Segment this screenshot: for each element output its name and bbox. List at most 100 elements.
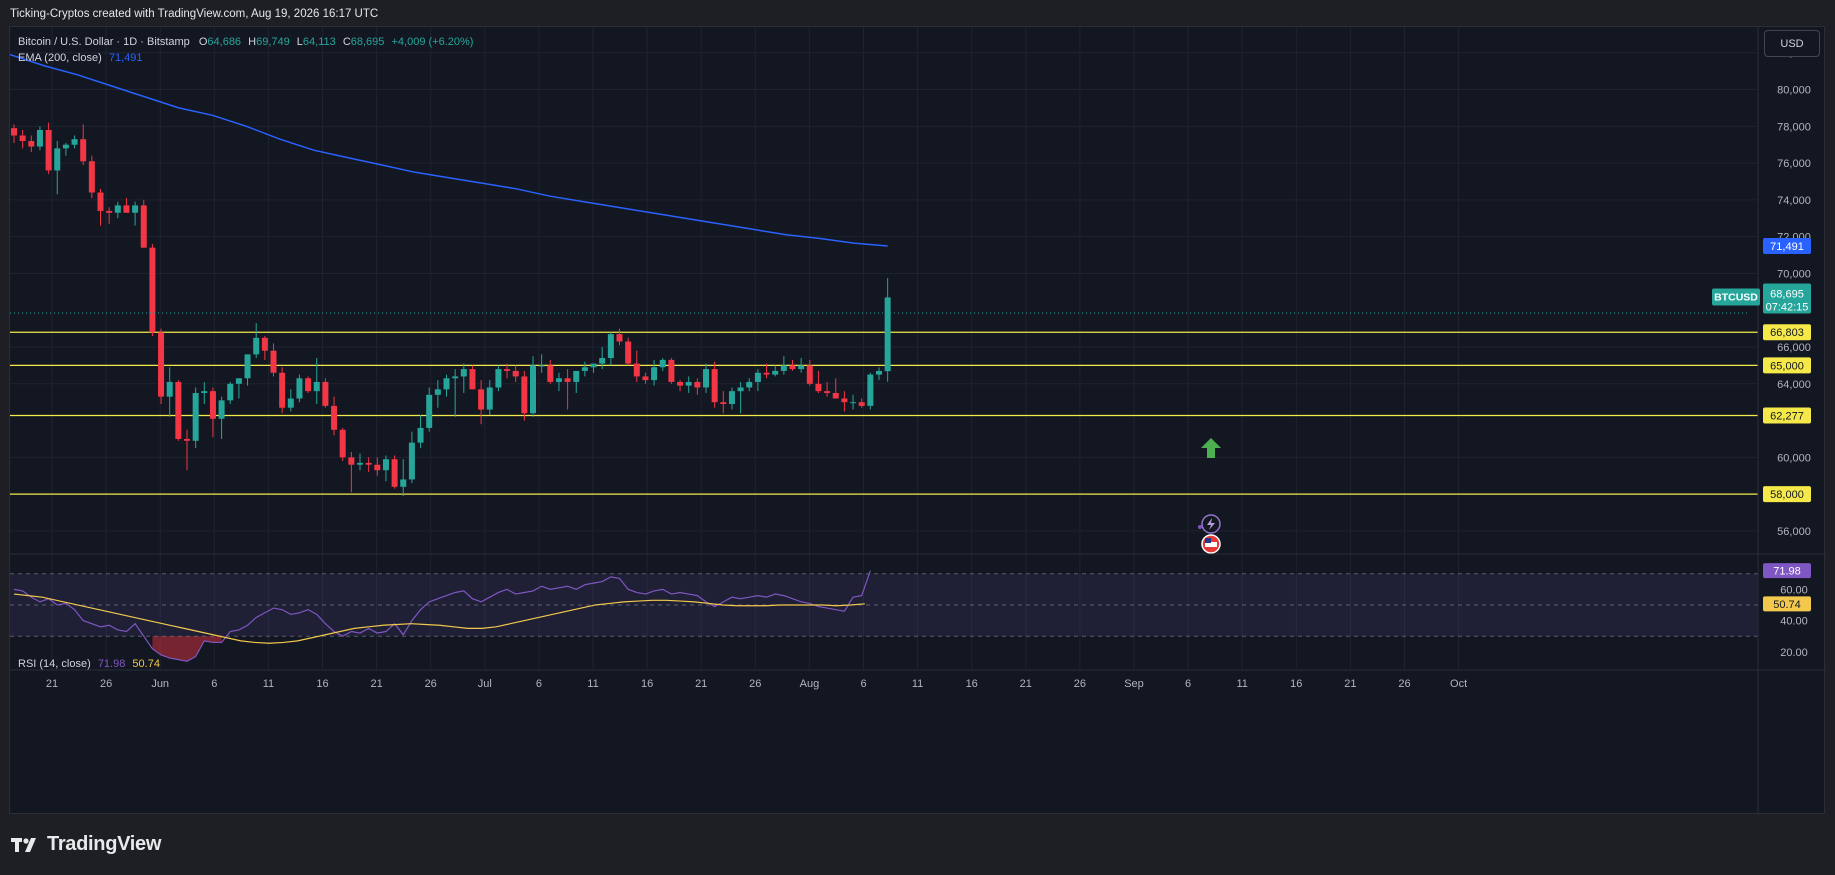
candle <box>36 126 43 151</box>
candle-body <box>28 141 35 147</box>
candle-body <box>789 365 796 370</box>
level-badge-bg <box>1763 486 1811 503</box>
candle-body <box>227 383 234 401</box>
high-value: 69,749 <box>256 36 290 48</box>
level-badge-bg <box>1763 324 1811 341</box>
close-label: C <box>342 36 351 48</box>
level-badge: 66,803 <box>1770 327 1804 339</box>
candle <box>711 361 718 408</box>
candle-body <box>365 462 372 465</box>
symbol-legend[interactable]: Bitcoin / U.S. Dollar · 1D · Bitstamp O6… <box>18 36 473 48</box>
ema-price-badge-bg <box>1763 238 1811 255</box>
candle <box>625 337 632 366</box>
candle <box>235 378 242 399</box>
currency-button[interactable]: USD <box>1764 30 1820 57</box>
candle <box>331 396 338 436</box>
last-price-badge-bg <box>1763 283 1811 314</box>
rsi-oversold-fill <box>152 636 222 662</box>
candle-body <box>590 363 597 368</box>
candle <box>633 350 640 382</box>
time-axis[interactable]: 21 26 Jun 6 11 16 21 26 Jul 6 11 16 21 26 Aug 6 11 16 21 26… <box>46 678 1467 690</box>
candle <box>555 372 562 392</box>
candle <box>850 394 857 410</box>
candle-body <box>19 135 26 142</box>
price-tick-label: 66,000 <box>1777 342 1811 354</box>
time-tick-label: 21 <box>695 678 707 690</box>
candle-body <box>201 391 208 393</box>
price-tick-label: 56,000 <box>1777 526 1811 538</box>
candle-body <box>659 359 666 368</box>
candle-body <box>45 129 52 171</box>
candle <box>806 359 813 386</box>
axis-badges: 71,491 66,803 65,000 62,277 58,000 68,69507:4… <box>1712 238 1811 612</box>
candle-body <box>132 205 139 213</box>
candle-body <box>80 139 87 162</box>
candle <box>426 387 433 432</box>
candle <box>11 124 17 143</box>
ema-price-badge: 71,491 <box>1770 241 1804 253</box>
rsi-tick-label: 20.00 <box>1780 647 1808 659</box>
candle-body <box>88 161 95 193</box>
candle <box>270 343 277 377</box>
candle-body <box>625 341 632 364</box>
tradingview-logo[interactable]: TradingView <box>11 833 161 856</box>
candle <box>279 367 286 414</box>
rsi-ma-line <box>13 593 865 644</box>
candle-body <box>71 139 78 145</box>
price-tick-label: 80,000 <box>1777 85 1811 97</box>
close-value: 68,695 <box>350 36 385 48</box>
candle-body <box>607 334 614 359</box>
chart-canvas[interactable]: 82,00080,00078,00076,00074,00072,00070,0… <box>10 27 1826 815</box>
candle-body <box>884 297 891 372</box>
time-tick-label: Jun <box>151 678 169 690</box>
candle-body <box>486 387 493 410</box>
candle <box>530 356 536 417</box>
rsi-label: RSI (14, close) <box>18 658 91 670</box>
candle <box>365 457 372 473</box>
candlesticks[interactable] <box>11 122 891 496</box>
level-badge-bg <box>1763 407 1811 424</box>
countdown-badge: 07:42:15 <box>1766 301 1809 313</box>
time-tick-label: Sep <box>1124 678 1144 690</box>
candle-body <box>564 378 571 382</box>
rsi-tick-label: 60.00 <box>1780 584 1808 596</box>
candle-body <box>530 365 536 414</box>
candle <box>478 380 485 425</box>
level-badge-bg <box>1763 357 1811 374</box>
candle-body <box>331 405 338 430</box>
candle <box>573 370 580 393</box>
rsi-axis[interactable]: 60.00 40.00 20.00 <box>1780 584 1808 658</box>
candle-body <box>408 442 415 480</box>
ema-legend[interactable]: EMA (200, close) 71,491 <box>18 52 142 64</box>
rsi-value: 71.98 <box>97 658 126 670</box>
candle-body <box>668 359 675 382</box>
candle-body <box>633 363 640 377</box>
candle <box>339 427 346 462</box>
price-tick-label: 78,000 <box>1777 121 1811 133</box>
candle-body <box>348 457 355 465</box>
price-tick-label: 64,000 <box>1777 379 1811 391</box>
rsi-line <box>13 570 871 662</box>
candle <box>253 323 260 359</box>
us-flag-event-icon[interactable] <box>1201 534 1221 554</box>
ema-label: EMA (200, close) <box>18 52 102 64</box>
candle <box>45 122 52 175</box>
price-tick-label: 74,000 <box>1777 195 1811 207</box>
candle <box>581 361 588 377</box>
lightning-event-icon[interactable] <box>1198 514 1221 534</box>
candle-body <box>824 391 831 393</box>
time-tick-label: 11 <box>1236 678 1247 690</box>
candle-body <box>426 394 433 428</box>
candle-body <box>192 392 199 441</box>
candle <box>261 335 268 360</box>
green-up-arrow-icon <box>1201 438 1221 458</box>
time-tick-label: 26 <box>425 678 437 690</box>
candle <box>521 370 528 421</box>
candle-body <box>253 337 260 355</box>
rsi-legend[interactable]: RSI (14, close) 71.98 50.74 <box>18 658 160 670</box>
candle <box>192 387 199 449</box>
price-tick-label: 60,000 <box>1777 452 1811 464</box>
candle-body <box>616 334 623 342</box>
rsi-panel[interactable] <box>10 570 1758 662</box>
chart-frame[interactable]: 82,00080,00078,00076,00074,00072,00070,0… <box>9 26 1826 815</box>
